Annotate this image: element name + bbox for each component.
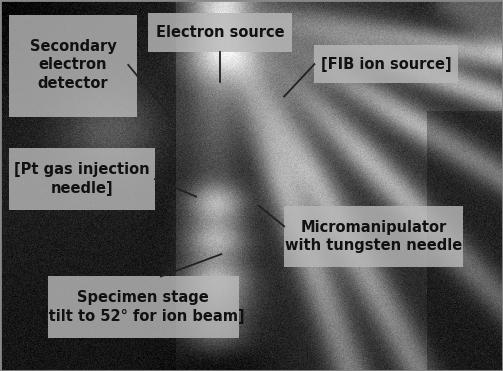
Text: [FIB ion source]: [FIB ion source]: [321, 57, 452, 72]
FancyBboxPatch shape: [48, 276, 239, 338]
FancyBboxPatch shape: [284, 206, 463, 267]
Text: Secondary
electron
detector: Secondary electron detector: [30, 39, 116, 91]
Text: Specimen stage
[tilt to 52° for ion beam]: Specimen stage [tilt to 52° for ion beam…: [42, 290, 244, 324]
FancyBboxPatch shape: [148, 13, 292, 52]
FancyBboxPatch shape: [9, 148, 155, 210]
FancyBboxPatch shape: [9, 15, 137, 117]
Text: [Pt gas injection
needle]: [Pt gas injection needle]: [14, 162, 150, 196]
Text: Micromanipulator
with tungsten needle: Micromanipulator with tungsten needle: [285, 220, 462, 253]
Text: Electron source: Electron source: [156, 25, 285, 40]
FancyBboxPatch shape: [314, 45, 458, 83]
